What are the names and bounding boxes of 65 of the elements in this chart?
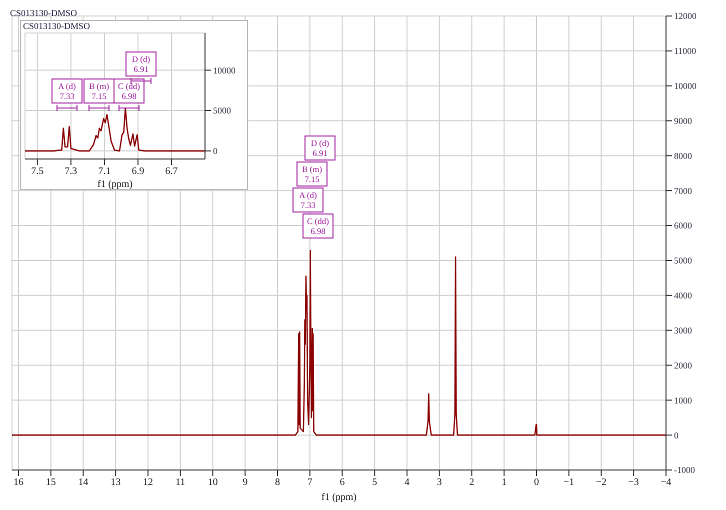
peak-label: A (d) 7.33 (292, 188, 324, 212)
annotation: A (d) 7.33 (58, 81, 76, 101)
peak-label: A (d) 7.33 (52, 78, 82, 104)
annotation: B (m) 7.15 (302, 164, 322, 184)
annotation: B (m) 7.15 (88, 81, 110, 101)
x-tick-label: 2 (469, 477, 474, 488)
x-tick-label: 11 (176, 477, 186, 488)
x-tick-label: −4 (660, 477, 672, 488)
x-tick-label: −2 (596, 477, 607, 488)
annotation: C (dd) 6.98 (307, 216, 330, 236)
x-axis-title: f1 (ppm) (97, 179, 133, 190)
y-tick-label: 4000 (674, 290, 692, 301)
annotation: D (d) 6.91 (132, 54, 150, 74)
x-tick-label: 6.9 (132, 166, 144, 178)
line-series (12, 250, 666, 436)
y-tick-label: 10000 (213, 65, 236, 76)
x-tick-label: −1 (564, 477, 574, 488)
line-series (25, 107, 205, 152)
y-tick-label: 10000 (674, 81, 697, 92)
x-tick-label: 10 (208, 477, 218, 488)
y-tick-label: 8000 (674, 150, 692, 161)
annotation: D (d) 6.91 (310, 138, 330, 158)
x-tick-label: 6 (340, 477, 345, 488)
x-tick-label: 6.7 (165, 166, 178, 178)
x-tick-label: 0 (534, 477, 539, 488)
x-tick-label: 7.3 (64, 166, 78, 178)
peak-label: D (d) 6.91 (126, 52, 156, 76)
x-tick-label: 8 (274, 477, 280, 488)
peak-label: B (m) 7.15 (84, 78, 114, 104)
y-tick-label: 2000 (674, 360, 692, 370)
annotation: C (dd) 6.98 (118, 81, 140, 101)
y-tick-label: 9000 (674, 116, 692, 126)
x-tick-label: 3 (436, 477, 442, 488)
x-tick-label: 4 (404, 477, 410, 488)
peak-label: D (d) 6.91 (304, 136, 336, 160)
y-tick-label: 12000 (674, 11, 697, 22)
peak-label: C (dd) 6.98 (302, 214, 334, 238)
y-tick-label: 7000 (674, 186, 692, 196)
annotation: A (d) 7.33 (299, 190, 318, 210)
y-tick-label: 11000 (674, 46, 697, 56)
y-tick-label: 3000 (674, 326, 692, 336)
x-tick-label: 14 (78, 477, 88, 488)
y-tick-label: 0 (213, 146, 218, 156)
y-tick-label: 6000 (674, 220, 692, 231)
x-tick-label: 7.5 (31, 166, 44, 178)
peak-label: C (dd) 6.98 (114, 78, 144, 104)
x-tick-label: −3 (628, 477, 639, 488)
x-tick-label: 5 (372, 477, 378, 488)
x-tick-label: 13 (110, 477, 121, 488)
x-tick-label: 1 (502, 477, 507, 488)
peak-label: B (m) 7.15 (296, 162, 328, 186)
x-tick-label: 16 (13, 477, 24, 488)
chart-title: CS013130-DMSO (23, 21, 90, 31)
x-tick-label: 7 (307, 477, 312, 488)
x-tick-label: 12 (142, 477, 153, 488)
y-tick-label: 5000 (213, 106, 232, 116)
x-tick-label: 9 (242, 477, 248, 488)
x-axis-title: f1 (ppm) (321, 492, 357, 503)
y-tick-label: 5000 (674, 256, 692, 266)
y-tick-label: 0 (674, 430, 679, 440)
y-tick-label: 1000 (674, 395, 692, 406)
x-tick-label: 7.1 (98, 166, 111, 178)
y-tick-label: -1000 (674, 465, 696, 476)
x-tick-label: 15 (46, 477, 56, 488)
chart-title: CS013130-DMSO (10, 8, 78, 18)
